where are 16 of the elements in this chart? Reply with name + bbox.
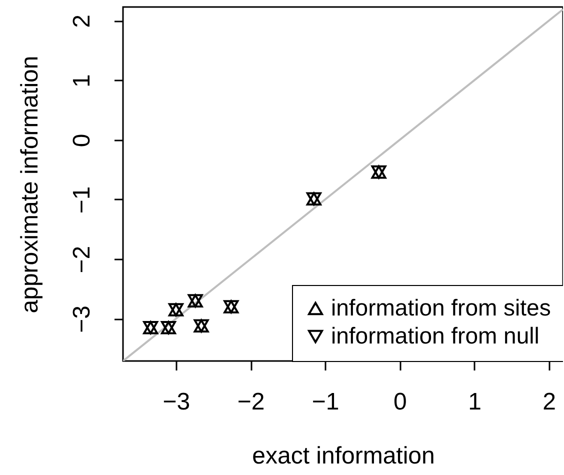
x-tick-label: −3 [162, 388, 190, 416]
x-tick-label: 0 [394, 388, 407, 416]
y-axis-title: approximate information [16, 56, 44, 314]
y-tick-label: 0 [68, 134, 96, 148]
x-tick-label: 1 [468, 388, 482, 416]
y-tick-label: 2 [68, 14, 96, 28]
y-tick-label: −1 [68, 186, 96, 214]
x-tick-label: −2 [237, 388, 265, 416]
x-tick-label: −1 [312, 388, 340, 416]
y-tick-label: 1 [68, 74, 96, 88]
legend-label: information from null [331, 322, 540, 348]
y-tick-label: −2 [68, 246, 96, 274]
x-axis-title: exact information [252, 442, 435, 470]
legend-label: information from sites [331, 294, 551, 320]
x-tick-label: 2 [542, 388, 556, 416]
y-tick-label: −3 [68, 306, 96, 333]
